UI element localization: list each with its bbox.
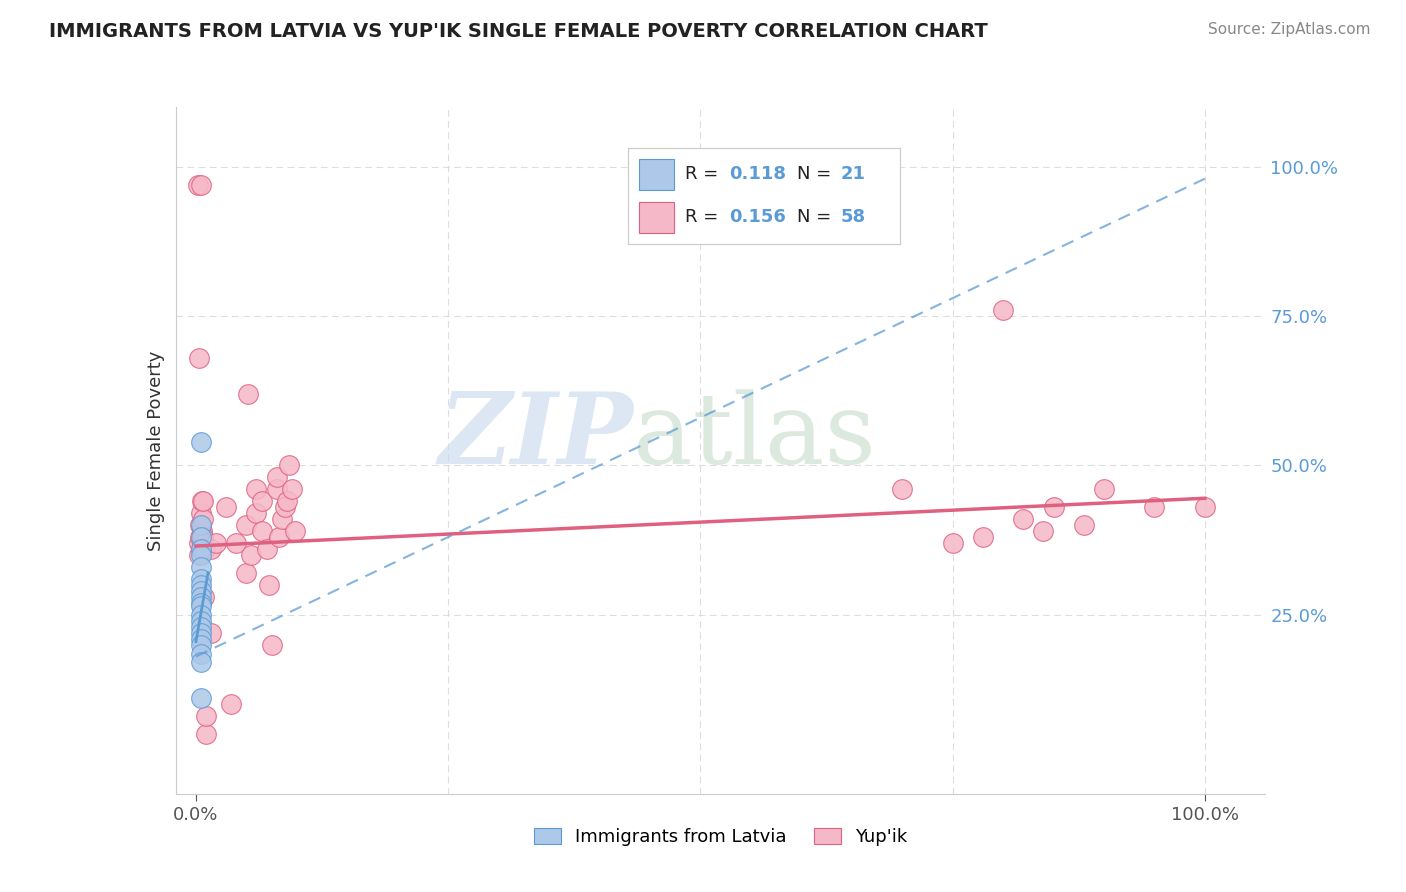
Point: [284, 524, 307, 538]
Point: [194, 541, 217, 556]
Point: [190, 541, 212, 556]
Point: [190, 572, 212, 586]
Point: [195, 709, 218, 723]
Point: [215, 500, 238, 515]
Point: [188, 548, 211, 562]
Point: [1194, 500, 1216, 515]
Point: [270, 512, 292, 526]
Point: [191, 524, 214, 538]
Point: [1042, 500, 1064, 515]
Point: [238, 386, 260, 401]
Point: [257, 578, 280, 592]
Point: [190, 614, 212, 628]
Point: [1012, 512, 1035, 526]
Point: [200, 541, 222, 556]
Point: [276, 494, 298, 508]
Point: [187, 178, 209, 192]
Point: [193, 536, 215, 550]
Point: [1092, 483, 1115, 497]
Point: [190, 583, 212, 598]
Point: [266, 483, 288, 497]
Y-axis label: Single Female Poverty: Single Female Poverty: [146, 351, 165, 550]
Point: [190, 599, 212, 613]
Text: atlas: atlas: [633, 389, 876, 484]
Point: [191, 530, 214, 544]
Text: 0.118: 0.118: [728, 165, 786, 183]
Point: [267, 530, 290, 544]
Point: [942, 536, 965, 550]
Point: [191, 530, 214, 544]
Legend: Immigrants from Latvia, Yup'ik: Immigrants from Latvia, Yup'ik: [526, 821, 915, 854]
Point: [188, 536, 211, 550]
Point: [190, 607, 212, 622]
Point: [1032, 524, 1054, 538]
Point: [281, 483, 304, 497]
Point: [190, 578, 212, 592]
Point: [256, 541, 278, 556]
Point: [235, 566, 257, 580]
Point: [245, 506, 267, 520]
Point: [190, 590, 212, 604]
Text: 58: 58: [841, 209, 866, 227]
Point: [190, 620, 212, 634]
Point: [190, 647, 212, 661]
Point: [235, 518, 257, 533]
Point: [191, 541, 214, 556]
Point: [190, 518, 212, 533]
Point: [190, 178, 212, 192]
Point: [277, 458, 299, 473]
Point: [190, 560, 212, 574]
Text: 0.156: 0.156: [728, 209, 786, 227]
Point: [195, 727, 218, 741]
Point: [250, 494, 273, 508]
Point: [225, 536, 247, 550]
Point: [190, 691, 212, 706]
Point: [190, 541, 212, 556]
Point: [219, 698, 242, 712]
Point: [190, 638, 212, 652]
Point: [200, 625, 222, 640]
Point: [266, 470, 288, 484]
Point: [190, 632, 212, 646]
Text: N =: N =: [797, 165, 837, 183]
Point: [1073, 518, 1095, 533]
Point: [190, 625, 212, 640]
Text: R =: R =: [685, 209, 724, 227]
Point: [190, 548, 212, 562]
FancyBboxPatch shape: [638, 202, 675, 233]
Point: [191, 494, 214, 508]
Text: N =: N =: [797, 209, 837, 227]
Point: [188, 518, 211, 533]
Point: [991, 303, 1014, 318]
Text: ZIP: ZIP: [439, 389, 633, 485]
Text: IMMIGRANTS FROM LATVIA VS YUP'IK SINGLE FEMALE POVERTY CORRELATION CHART: IMMIGRANTS FROM LATVIA VS YUP'IK SINGLE …: [49, 22, 988, 41]
Text: R =: R =: [685, 165, 724, 183]
Text: 21: 21: [841, 165, 866, 183]
Point: [191, 494, 214, 508]
Point: [205, 536, 228, 550]
Point: [190, 656, 212, 670]
Text: Source: ZipAtlas.com: Source: ZipAtlas.com: [1208, 22, 1371, 37]
FancyBboxPatch shape: [638, 159, 675, 190]
Point: [250, 524, 273, 538]
Point: [190, 506, 212, 520]
Point: [1143, 500, 1166, 515]
Point: [191, 512, 214, 526]
Point: [188, 351, 211, 365]
Point: [245, 483, 267, 497]
Point: [260, 638, 283, 652]
Point: [188, 530, 211, 544]
Point: [193, 590, 215, 604]
Point: [190, 434, 212, 449]
Point: [240, 548, 263, 562]
Point: [190, 596, 212, 610]
Point: [972, 530, 994, 544]
Point: [190, 530, 212, 544]
Point: [891, 483, 914, 497]
Point: [274, 500, 297, 515]
